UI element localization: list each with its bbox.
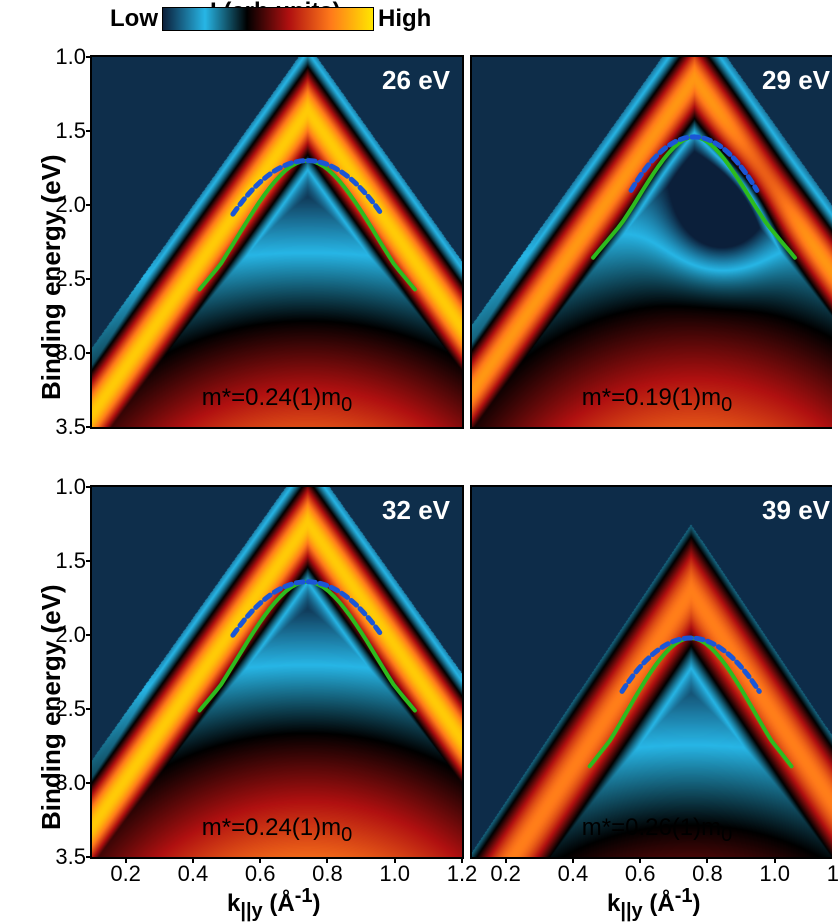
xtick-label: 0.4	[178, 857, 209, 887]
panel-annotation: m*=0.19(1)m0	[582, 384, 733, 417]
xtick-label: 0.8	[312, 857, 343, 887]
panel-annotation: m*=0.26(1)m0	[582, 814, 733, 847]
overlay-curves	[92, 487, 462, 857]
green-curve	[593, 137, 795, 258]
green-curve	[590, 638, 792, 766]
panel-annotation: m*=0.24(1)m0	[202, 384, 353, 417]
colorbar-high-label: High	[378, 5, 431, 33]
ytick-label: 3.0	[55, 770, 92, 796]
figure-root: I (arb.units) Low High Binding energy (e…	[50, 0, 840, 889]
ytick-label: 3.0	[55, 340, 92, 366]
ytick-label: 3.5	[55, 844, 92, 870]
panel-title: 29 eV	[762, 65, 830, 96]
colorbar-gradient	[162, 7, 374, 31]
xtick-label: 1.0	[759, 857, 790, 887]
xlabel: k||y (Å-1)	[607, 885, 700, 923]
panel-p29: 29 eV m*=0.19(1)m0	[470, 55, 840, 429]
colorbar: Low High	[110, 5, 431, 33]
green-curve	[200, 582, 415, 711]
xtick-label: 0.6	[625, 857, 656, 887]
right-strip	[832, 55, 840, 429]
panel-p32: 32 eVm*=0.24(1)m01.01.52.02.53.03.50.20.…	[90, 485, 464, 859]
panel-annotation: m*=0.24(1)m0	[202, 814, 353, 847]
colorbar-low-label: Low	[110, 5, 158, 33]
green-curve	[200, 161, 415, 290]
panel-title: 32 eV	[382, 495, 450, 526]
ytick-label: 2.5	[55, 696, 92, 722]
xtick-label: 0.4	[558, 857, 589, 887]
xtick-label: 0.8	[692, 857, 723, 887]
xtick-label: 1.2	[827, 857, 840, 887]
panel-p26: 26 eVm*=0.24(1)m01.01.52.02.53.03.5	[90, 55, 464, 429]
overlay-curves	[92, 57, 462, 427]
ytick-label: 3.5	[55, 414, 92, 440]
ytick-label: 2.0	[55, 192, 92, 218]
ytick-label: 2.5	[55, 266, 92, 292]
panel-title: 26 eV	[382, 65, 450, 96]
xtick-label: 0.2	[110, 857, 141, 887]
ytick-label: 2.0	[55, 622, 92, 648]
xlabel: k||y (Å-1)	[227, 885, 320, 923]
xtick-label: 0.2	[490, 857, 521, 887]
overlay-curves	[472, 487, 840, 857]
ytick-label: 1.5	[55, 548, 92, 574]
overlay-curves	[472, 57, 840, 427]
xtick-label: 0.6	[245, 857, 276, 887]
panel-title: 39 eV	[762, 495, 830, 526]
xtick-label: 1.0	[379, 857, 410, 887]
panel-p39: 39 eVm*=0.26(1)m00.20.40.60.81.01.2k||y …	[470, 485, 840, 859]
xtick-label: 1.2	[447, 857, 478, 887]
ytick-label: 1.0	[55, 474, 92, 500]
ytick-label: 1.0	[55, 44, 92, 70]
right-strip	[832, 485, 840, 859]
ytick-label: 1.5	[55, 118, 92, 144]
